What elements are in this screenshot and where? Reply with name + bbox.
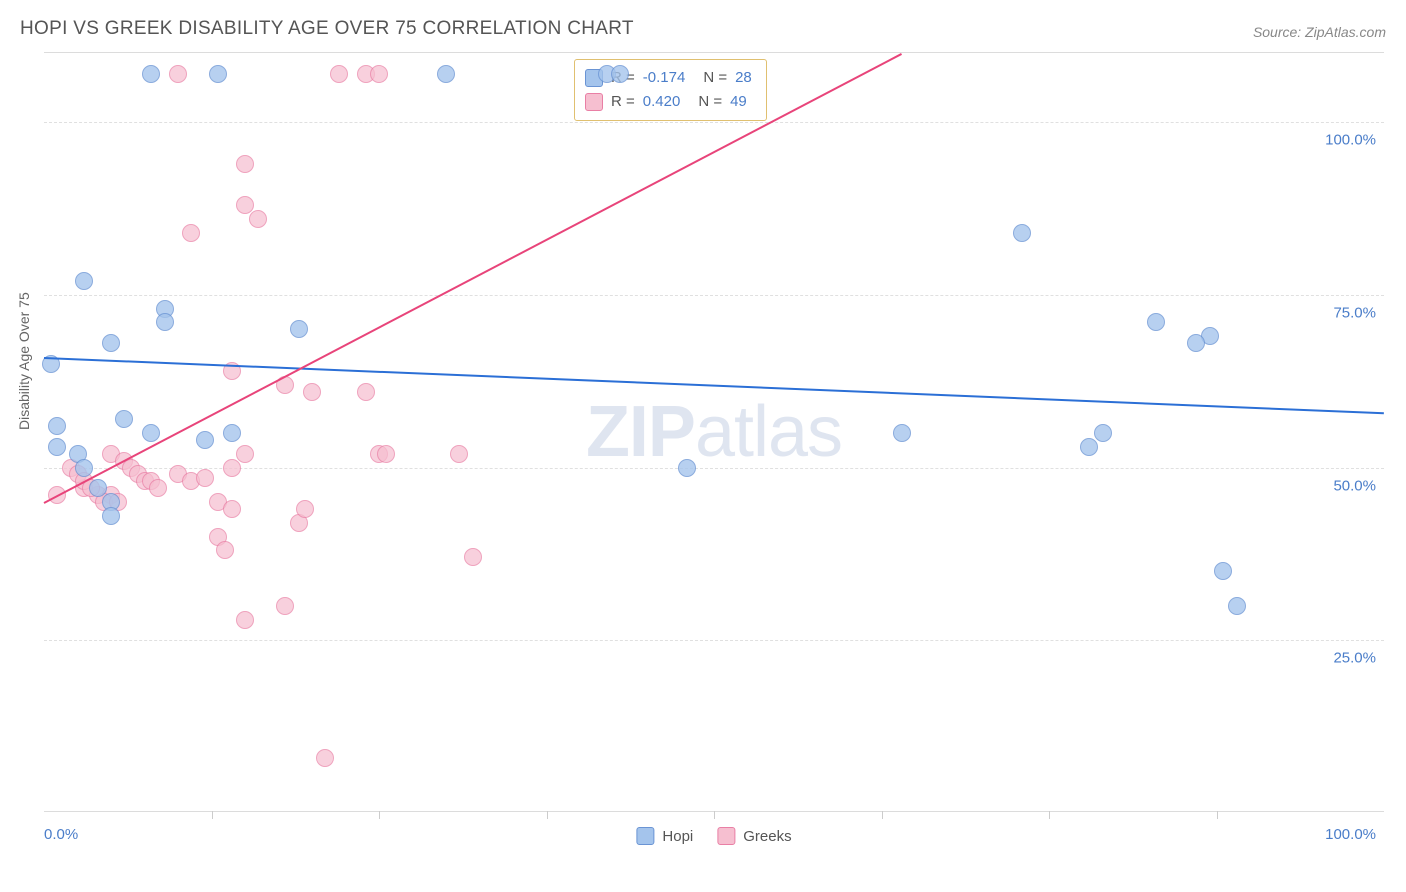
- legend-label: Greeks: [743, 828, 791, 845]
- scatter-point-greeks: [303, 383, 321, 401]
- scatter-point-greeks: [377, 445, 395, 463]
- legend-n-value: 28: [735, 66, 752, 90]
- scatter-point-hopi: [611, 65, 629, 83]
- scatter-point-greeks: [249, 210, 267, 228]
- scatter-point-greeks: [316, 749, 334, 767]
- x-tick: [714, 811, 715, 819]
- scatter-point-hopi: [893, 424, 911, 442]
- legend-swatch: [585, 93, 603, 111]
- legend-n-label: N =: [703, 66, 727, 90]
- scatter-point-hopi: [1080, 438, 1098, 456]
- legend-n-label: N =: [698, 90, 722, 114]
- y-tick-label: 50.0%: [1333, 477, 1376, 494]
- chart-plot-area: ZIPatlas R =-0.174N =28R =0.420N =49 Hop…: [44, 52, 1384, 812]
- scatter-point-hopi: [115, 410, 133, 428]
- scatter-point-greeks: [169, 65, 187, 83]
- legend-n-value: 49: [730, 90, 747, 114]
- gridline: [44, 468, 1384, 469]
- scatter-point-greeks: [236, 611, 254, 629]
- scatter-point-hopi: [1094, 424, 1112, 442]
- scatter-point-hopi: [1147, 313, 1165, 331]
- scatter-point-hopi: [142, 65, 160, 83]
- x-tick: [379, 811, 380, 819]
- scatter-point-hopi: [437, 65, 455, 83]
- scatter-point-greeks: [236, 155, 254, 173]
- scatter-point-hopi: [196, 431, 214, 449]
- scatter-point-hopi: [209, 65, 227, 83]
- scatter-point-hopi: [156, 313, 174, 331]
- gridline: [44, 122, 1384, 123]
- legend-item: Greeks: [717, 827, 791, 845]
- legend-swatch: [636, 827, 654, 845]
- scatter-point-hopi: [75, 272, 93, 290]
- chart-source: Source: ZipAtlas.com: [1253, 24, 1386, 40]
- scatter-point-greeks: [149, 479, 167, 497]
- legend-item: Hopi: [636, 827, 693, 845]
- chart-title: HOPI VS GREEK DISABILITY AGE OVER 75 COR…: [20, 18, 634, 40]
- gridline: [44, 640, 1384, 641]
- legend-r-label: R =: [611, 90, 635, 114]
- watermark: ZIPatlas: [586, 391, 842, 473]
- scatter-point-hopi: [678, 459, 696, 477]
- scatter-point-greeks: [330, 65, 348, 83]
- scatter-point-hopi: [1187, 334, 1205, 352]
- legend-swatch: [717, 827, 735, 845]
- x-axis-min-label: 0.0%: [44, 826, 78, 843]
- scatter-point-hopi: [75, 459, 93, 477]
- y-axis-label: Disability Age Over 75: [16, 292, 32, 430]
- scatter-point-greeks: [216, 541, 234, 559]
- scatter-point-greeks: [464, 548, 482, 566]
- legend-r-value: -0.174: [643, 66, 686, 90]
- scatter-point-hopi: [102, 507, 120, 525]
- scatter-point-greeks: [236, 445, 254, 463]
- scatter-point-greeks: [223, 500, 241, 518]
- x-axis-max-label: 100.0%: [1325, 826, 1376, 843]
- series-legend: Hopi Greeks: [636, 827, 791, 845]
- scatter-point-greeks: [357, 383, 375, 401]
- x-tick: [1217, 811, 1218, 819]
- y-tick-label: 100.0%: [1325, 132, 1376, 149]
- correlation-legend-row: R = 0.420 N = 49: [585, 90, 752, 114]
- scatter-point-hopi: [48, 417, 66, 435]
- x-tick: [882, 811, 883, 819]
- trend-line-hopi: [44, 357, 1384, 414]
- gridline: [44, 295, 1384, 296]
- y-tick-label: 25.0%: [1333, 650, 1376, 667]
- scatter-point-hopi: [223, 424, 241, 442]
- scatter-point-greeks: [196, 469, 214, 487]
- scatter-point-hopi: [290, 320, 308, 338]
- scatter-point-hopi: [1013, 224, 1031, 242]
- watermark-bold: ZIP: [586, 392, 695, 472]
- scatter-point-hopi: [142, 424, 160, 442]
- y-tick-label: 75.0%: [1333, 304, 1376, 321]
- scatter-point-greeks: [276, 597, 294, 615]
- scatter-point-hopi: [1228, 597, 1246, 615]
- scatter-point-hopi: [48, 438, 66, 456]
- x-tick: [1049, 811, 1050, 819]
- x-tick: [547, 811, 548, 819]
- scatter-point-hopi: [1214, 562, 1232, 580]
- legend-r-value: 0.420: [643, 90, 681, 114]
- x-tick: [212, 811, 213, 819]
- scatter-point-greeks: [182, 224, 200, 242]
- watermark-rest: atlas: [695, 392, 842, 472]
- scatter-point-greeks: [450, 445, 468, 463]
- scatter-point-greeks: [223, 459, 241, 477]
- scatter-point-hopi: [102, 334, 120, 352]
- legend-label: Hopi: [662, 828, 693, 845]
- scatter-point-greeks: [296, 500, 314, 518]
- scatter-point-greeks: [370, 65, 388, 83]
- trend-line-greeks: [44, 53, 903, 504]
